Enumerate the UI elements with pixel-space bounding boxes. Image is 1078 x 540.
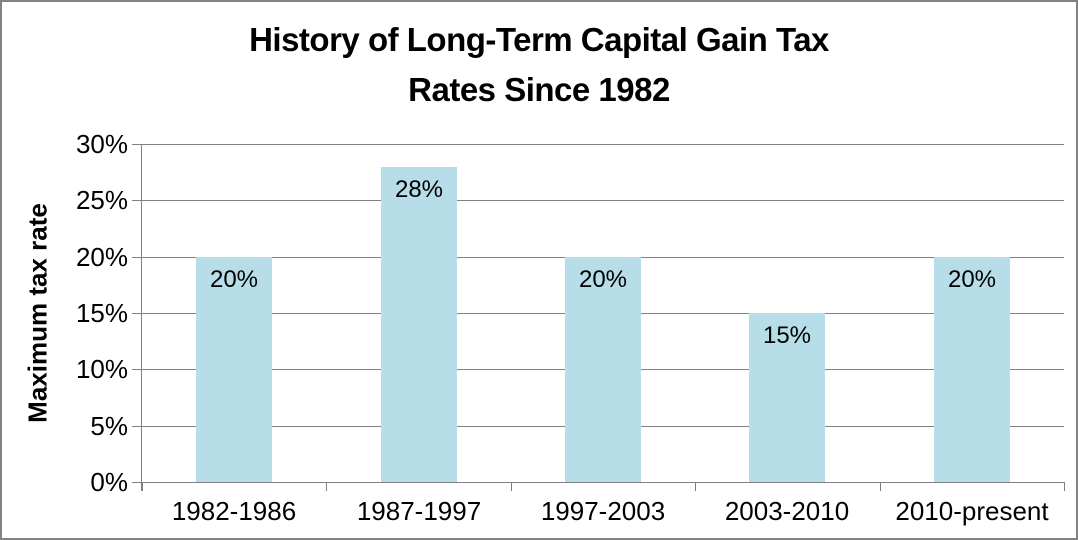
bar-2003-2010 xyxy=(749,313,825,482)
gridline-25% xyxy=(132,200,1064,201)
x-axis-tick xyxy=(695,482,696,491)
gridline-0% xyxy=(132,482,1064,483)
x-category-label: 1997-2003 xyxy=(540,496,666,526)
x-category-label: 2010-present xyxy=(895,496,1049,526)
y-tick-label: 25% xyxy=(75,185,128,215)
chart-title-line-2: Rates Since 1982 xyxy=(408,71,670,108)
bar-1987-1997 xyxy=(381,167,457,482)
y-tick-label: 15% xyxy=(75,298,128,328)
y-tick-label: 0% xyxy=(90,467,128,497)
x-axis-tick xyxy=(1064,482,1065,491)
y-tick-label: 30% xyxy=(75,129,128,159)
bar-value-label: 28% xyxy=(394,176,444,203)
y-tick-label: 5% xyxy=(90,411,128,441)
y-tick-label: 20% xyxy=(75,242,128,272)
x-category-label: 1987-1997 xyxy=(356,496,482,526)
bar-2010-present xyxy=(934,257,1010,482)
y-tick-label: 10% xyxy=(75,354,128,384)
x-category-label: 1982-1986 xyxy=(171,496,297,526)
bar-1982-1986 xyxy=(196,257,272,482)
x-axis-tick xyxy=(880,482,881,491)
bar-1997-2003 xyxy=(565,257,641,482)
bar-value-label: 20% xyxy=(947,266,997,293)
x-category-label: 2003-2010 xyxy=(724,496,850,526)
bar-value-label: 20% xyxy=(578,266,628,293)
bar-value-label: 20% xyxy=(209,266,259,293)
chart-title: History of Long-Term Capital Gain Tax Ra… xyxy=(2,15,1076,115)
chart-title-line-1: History of Long-Term Capital Gain Tax xyxy=(249,21,829,58)
x-axis-tick xyxy=(142,482,143,491)
bar-value-label: 15% xyxy=(762,322,812,349)
y-axis-line xyxy=(141,144,142,491)
gridline-30% xyxy=(132,144,1064,145)
x-axis-tick xyxy=(511,482,512,491)
x-axis-tick xyxy=(326,482,327,491)
